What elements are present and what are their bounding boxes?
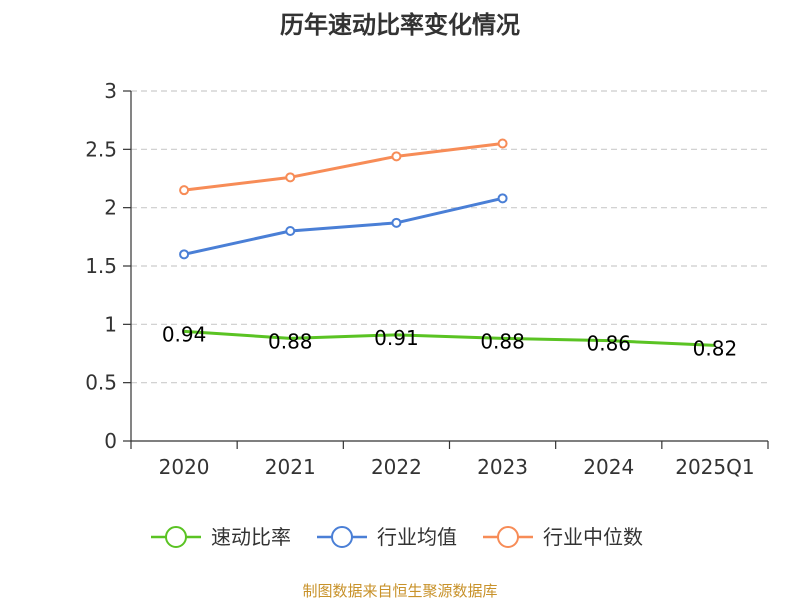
y-tick-label: 2.5: [85, 137, 117, 161]
legend-label: 行业均值: [377, 525, 457, 549]
chart-title: 历年速动比率变化情况: [280, 11, 520, 39]
x-tick-label: 2025Q1: [675, 455, 754, 479]
data-label: 0.94: [162, 322, 207, 346]
legend-marker: [165, 526, 187, 548]
data-point[interactable]: [497, 193, 508, 204]
grid-lines: [131, 90, 768, 384]
series-line-0: [183, 329, 715, 347]
x-tick-label: 2022: [371, 455, 422, 479]
y-tick-label: 3: [104, 79, 117, 103]
x-tick-label: 2020: [159, 455, 210, 479]
data-label: 0.86: [586, 332, 631, 356]
y-tick-label: 1: [104, 312, 117, 336]
data-point[interactable]: [391, 151, 402, 162]
legend-marker: [331, 526, 353, 548]
legend-label: 速动比率: [211, 525, 291, 549]
data-point[interactable]: [285, 172, 296, 183]
data-point[interactable]: [285, 226, 296, 236]
legend[interactable]: 速动比率 行业均值 行业中位数: [151, 525, 643, 549]
y-tick-label: 0.5: [85, 371, 117, 395]
data-point[interactable]: [497, 138, 508, 149]
legend-item-1[interactable]: 行业均值: [317, 525, 457, 549]
series-line-2: [183, 142, 503, 192]
axes: 0 0.5 1 1.5 2 2.5 3 2020 2021 2022 2023 2024 2025Q1: [85, 79, 769, 479]
series-layer: [179, 138, 715, 347]
x-tick-label: 2024: [583, 455, 634, 479]
y-tick-label: 0: [104, 429, 117, 453]
source-note: 制图数据来自恒生聚源数据库: [302, 582, 497, 600]
x-tick-label: 2021: [265, 455, 316, 479]
legend-item-0[interactable]: 速动比率: [151, 525, 291, 549]
legend-marker: [497, 526, 519, 548]
data-label: 0.82: [693, 336, 738, 360]
data-label: 0.91: [374, 326, 419, 350]
data-point[interactable]: [391, 217, 402, 228]
data-point[interactable]: [179, 185, 190, 196]
legend-label: 行业中位数: [543, 525, 643, 549]
data-labels: 0.94 0.88 0.91 0.88 0.86 0.82: [162, 322, 737, 360]
series-line-1: [183, 196, 503, 256]
data-label: 0.88: [268, 329, 313, 353]
data-point[interactable]: [179, 249, 190, 260]
data-label: 0.88: [480, 329, 525, 353]
legend-item-2[interactable]: 行业中位数: [483, 525, 643, 549]
y-tick-label: 2: [104, 196, 117, 220]
y-tick-label: 1.5: [85, 254, 117, 278]
x-tick-label: 2023: [477, 455, 528, 479]
